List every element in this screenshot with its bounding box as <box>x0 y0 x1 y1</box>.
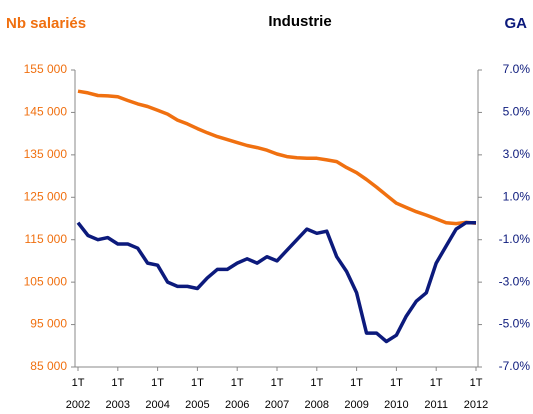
x-tick-label: 1T 2005 <box>185 377 209 411</box>
y-tick-label: 115 000 <box>25 232 68 246</box>
x-tick-label: 1T 2010 <box>384 377 408 411</box>
y2-tick-label: -7.0% <box>499 359 531 373</box>
x-tick-label: 1T 2007 <box>265 377 289 411</box>
y2-axis-title: GA <box>505 15 528 32</box>
y-tick-label: 145 000 <box>24 105 68 119</box>
x-tick-label: 1T 2006 <box>225 377 249 411</box>
y2-tick-label: -1.0% <box>499 232 531 246</box>
y-tick-label: 125 000 <box>24 189 68 203</box>
chart-title: Industrie <box>268 13 331 30</box>
y-tick-label: 155 000 <box>24 62 68 76</box>
y2-tick-label: 5.0% <box>503 105 531 119</box>
x-tick-label: 1T 2004 <box>145 377 169 411</box>
y-tick-label: 95 000 <box>30 317 67 331</box>
x-tick-label: 1T 2003 <box>106 377 130 411</box>
y2-tick-label: 1.0% <box>503 189 531 203</box>
y2-tick-label: -5.0% <box>499 317 531 331</box>
x-tick-label: 1T 2012 <box>464 377 488 411</box>
x-tick-label: 1T 2002 <box>66 377 90 411</box>
x-tick-label: 1T 2011 <box>424 377 448 411</box>
y-axis-title: Nb salariés <box>6 15 86 32</box>
x-tick-label: 1T 2008 <box>305 377 329 411</box>
y-tick-label: 105 000 <box>24 274 68 288</box>
line-series <box>76 220 476 344</box>
line-series <box>77 89 477 226</box>
x-tick-label: 1T 2009 <box>344 377 368 411</box>
y-tick-label: 135 000 <box>24 147 68 161</box>
y2-tick-label: 7.0% <box>503 62 531 76</box>
y2-tick-label: 3.0% <box>503 147 531 161</box>
y-tick-label: 85 000 <box>30 359 67 373</box>
y2-tick-label: -3.0% <box>499 274 531 288</box>
